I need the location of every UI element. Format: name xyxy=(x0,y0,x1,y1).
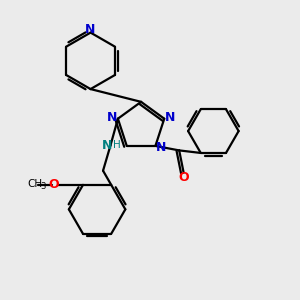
Text: N: N xyxy=(107,111,118,124)
Text: N: N xyxy=(85,23,96,36)
Text: N: N xyxy=(102,139,113,152)
Text: CH: CH xyxy=(28,179,43,189)
Text: O: O xyxy=(49,178,59,191)
Text: O: O xyxy=(178,171,189,184)
Text: 3: 3 xyxy=(41,182,46,191)
Text: N: N xyxy=(156,141,166,154)
Text: H: H xyxy=(113,140,121,150)
Text: N: N xyxy=(164,111,175,124)
